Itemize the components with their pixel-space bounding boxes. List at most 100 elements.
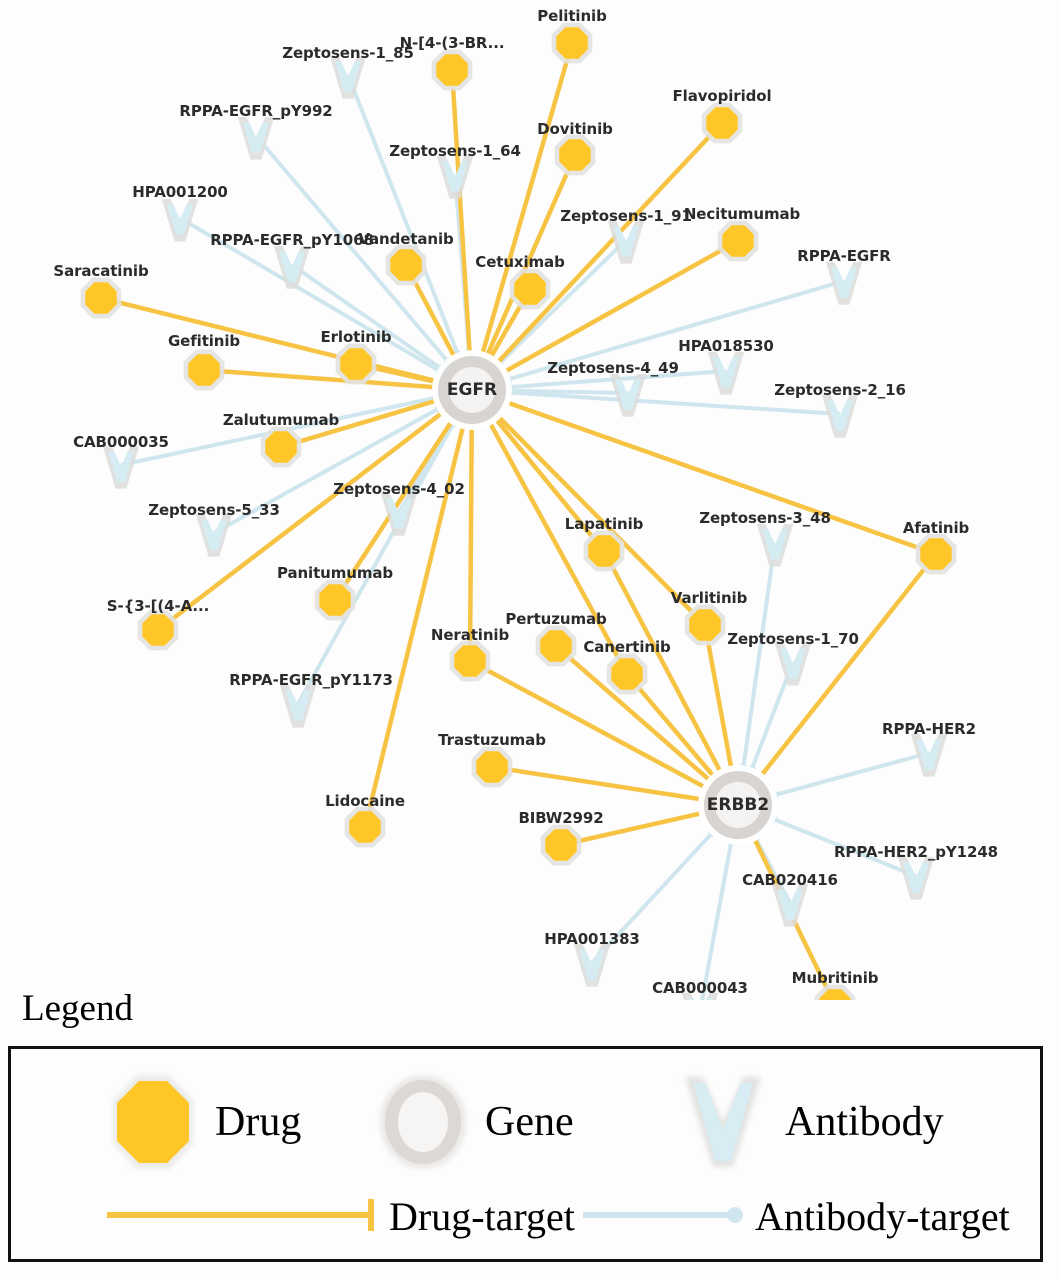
legend-item-antibody-target: Antibody-target [579, 1193, 1010, 1241]
drug-target-edge [362, 423, 466, 828]
drug-label-18: Canertinib [583, 638, 671, 656]
drug-node[interactable] [583, 530, 625, 572]
antibody-label-6: RPPA-EGFR [797, 247, 891, 265]
gene-node-egfr[interactable] [432, 350, 512, 430]
drug-target-edge [486, 419, 629, 676]
legend-title: Legend [22, 988, 133, 1029]
antibody-node[interactable] [102, 445, 140, 489]
antibody-label-20: CAB000043 [652, 979, 748, 997]
drug-node[interactable] [385, 244, 427, 286]
antibody-target-edge [700, 840, 734, 1000]
network-svg[interactable] [0, 0, 1059, 1000]
antibody-target-edge [507, 390, 841, 416]
drug-node[interactable] [915, 533, 957, 575]
antibody-target-edge [346, 74, 461, 358]
drug-label-7: Saracatinib [53, 262, 149, 280]
antibody-node[interactable] [273, 245, 311, 289]
antibody-node[interactable] [825, 261, 863, 305]
antibody-node[interactable] [195, 513, 233, 557]
chevron-icon [671, 1067, 775, 1177]
drug-label-12: Lapatinib [564, 515, 644, 533]
drug-label-9: Gefitinib [167, 332, 241, 350]
drug-label-21: BIBW2992 [518, 809, 604, 827]
antibody-label-12: Zeptosens-5_33 [148, 501, 280, 519]
antibody-node[interactable] [436, 155, 474, 199]
drug-label-20: Lidocaine [325, 792, 405, 810]
nodes-layer[interactable] [80, 22, 957, 1000]
antibody-node[interactable] [821, 394, 859, 438]
drug-node[interactable] [535, 625, 577, 667]
drug-node[interactable] [606, 653, 648, 695]
antibody-node[interactable] [771, 883, 809, 927]
drug-node[interactable] [260, 426, 302, 468]
drug-node[interactable] [814, 984, 856, 1000]
drug-node[interactable] [80, 277, 122, 319]
antibody-label-8: Zeptosens-4_49 [547, 359, 679, 377]
drug-target-edge [468, 659, 709, 791]
drug-node[interactable] [701, 102, 743, 144]
drug-label-8: Erlotinib [320, 328, 392, 346]
drug-target-edge [602, 549, 724, 776]
drug-node[interactable] [183, 349, 225, 391]
network-canvas[interactable]: EGFR ERBB2 Zeptosens-1_85 RPPA-EGFR_pY992 HP… [0, 0, 1059, 1000]
drug-label-4: Necitumumab [683, 205, 801, 223]
legend-item-drug: Drug [101, 1067, 301, 1177]
drug-node[interactable] [431, 49, 473, 91]
antibody-label-0: Zeptosens-1_85 [282, 44, 414, 62]
drug-target-edge [492, 415, 606, 553]
antibody-target-edge [507, 388, 629, 395]
drug-label-14: Panitumumab [276, 564, 394, 582]
legend-label-antibody: Antibody [785, 1099, 944, 1145]
drug-target-edge [757, 552, 938, 779]
legend-label-antibody-target: Antibody-target [755, 1194, 1010, 1239]
antibody-label-15: RPPA-EGFR_pY1173 [229, 671, 393, 689]
antibody-node[interactable] [237, 116, 275, 160]
drug-node[interactable] [551, 22, 593, 64]
antibody-node[interactable] [756, 523, 794, 567]
antibody-label-19: HPA001383 [544, 930, 640, 948]
drug-target-edge [280, 397, 440, 450]
antibody-label-13: Zeptosens-3_48 [699, 509, 831, 527]
legend: Legend Drug [0, 990, 1059, 1280]
drug-target-edge [449, 69, 473, 356]
drug-node[interactable] [684, 604, 726, 646]
antibody-node[interactable] [329, 55, 367, 99]
antibody-label-17: RPPA-HER2_pY1248 [833, 843, 999, 861]
antibody-node[interactable] [774, 642, 812, 686]
drug-node[interactable] [717, 220, 759, 262]
antibody-node[interactable] [279, 684, 317, 728]
drug-label-0: Pelitinib [537, 7, 607, 25]
antibody-label-7: HPA018530 [678, 337, 774, 355]
drug-node[interactable] [540, 824, 582, 866]
antibody-node[interactable] [681, 992, 719, 1000]
antibody-node[interactable] [609, 373, 647, 417]
antibody-node[interactable] [161, 198, 199, 242]
antibody-label-10: CAB000035 [73, 433, 169, 451]
legend-box: Drug Gene [8, 1046, 1043, 1262]
drug-label-1: N-[4-(3-BR... [399, 34, 505, 52]
drug-node[interactable] [509, 268, 551, 310]
drug-node[interactable] [344, 806, 386, 848]
antibody-target-edge [254, 134, 451, 364]
drug-node[interactable] [314, 579, 356, 621]
antibody-target-edge [496, 238, 628, 367]
antibody-node[interactable] [910, 733, 948, 777]
antibody-node[interactable] [897, 856, 935, 900]
antibody-node[interactable] [573, 943, 611, 987]
drug-label-2: Flavopiridol [672, 87, 772, 105]
antibody-node[interactable] [607, 220, 645, 264]
drug-node[interactable] [554, 134, 596, 176]
antibody-node[interactable] [707, 351, 745, 395]
legend-item-antibody: Antibody [671, 1067, 944, 1177]
antibody-node[interactable] [380, 492, 418, 536]
drug-target-edge [495, 413, 707, 627]
drug-node[interactable] [335, 343, 377, 385]
drug-node[interactable] [449, 640, 491, 682]
drug-node[interactable] [137, 609, 179, 651]
antibody-label-5: RPPA-EGFR_pY1068 [210, 231, 374, 249]
drug-node[interactable] [471, 746, 513, 788]
drug-label-13: Varlitinib [670, 589, 748, 607]
gene-node-erbb2[interactable] [698, 765, 778, 845]
drug-target-edge [203, 367, 438, 390]
